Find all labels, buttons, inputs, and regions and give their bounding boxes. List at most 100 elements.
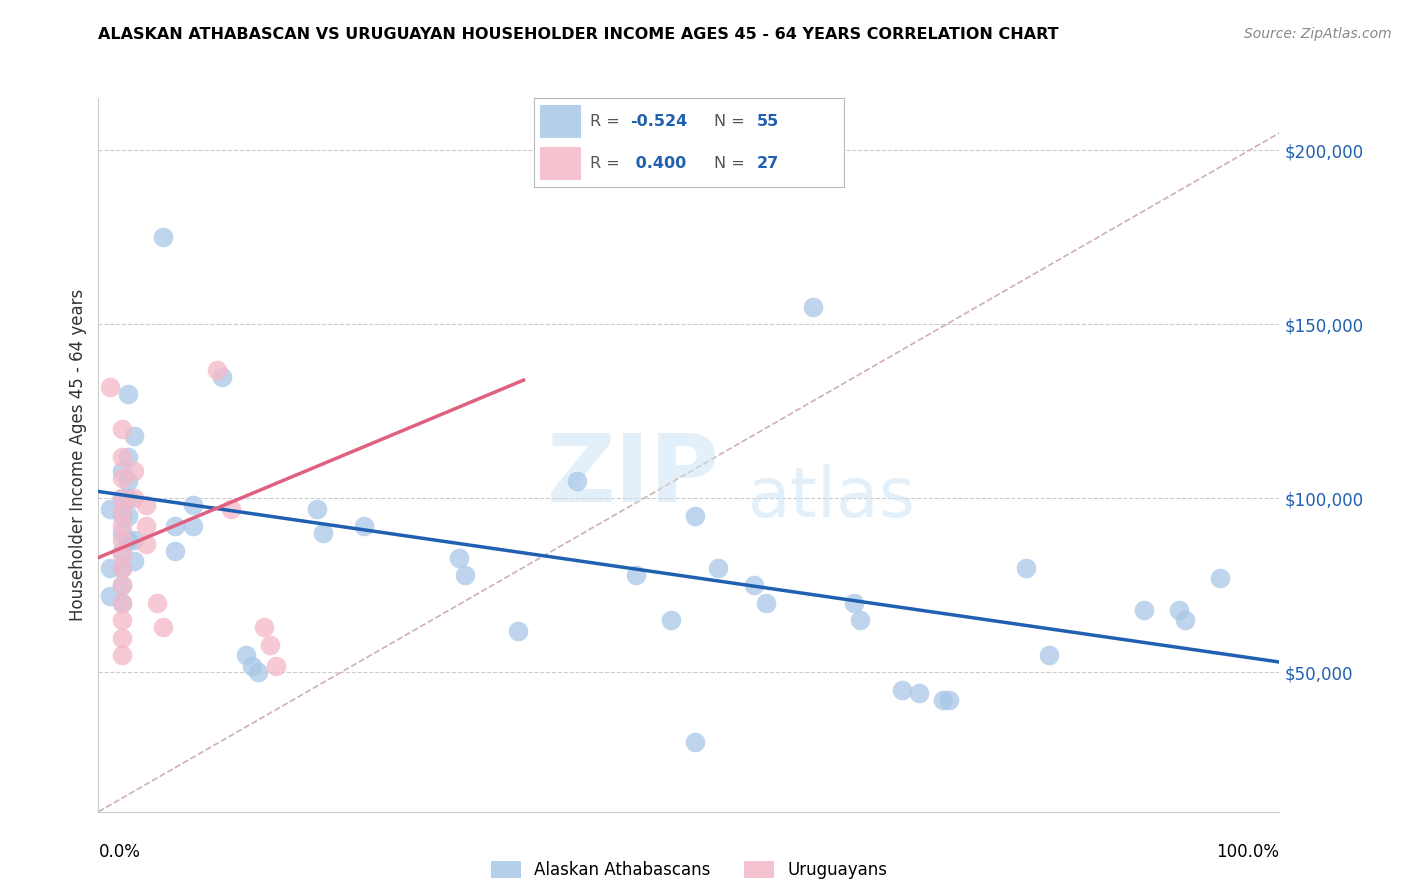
- Point: [165, 543, 187, 558]
- Point: [135, 519, 157, 533]
- Point: [152, 230, 174, 244]
- Point: [111, 613, 134, 627]
- Point: [181, 519, 204, 533]
- Point: [152, 620, 174, 634]
- Point: [624, 568, 647, 582]
- Text: ZIP: ZIP: [547, 430, 720, 523]
- Point: [111, 450, 134, 464]
- Y-axis label: Householder Income Ages 45 - 64 years: Householder Income Ages 45 - 64 years: [69, 289, 87, 621]
- Point: [111, 505, 134, 519]
- Point: [211, 369, 233, 384]
- Point: [117, 508, 139, 523]
- Text: 0.0%: 0.0%: [98, 843, 141, 861]
- Point: [264, 658, 287, 673]
- Point: [181, 499, 204, 513]
- Point: [1132, 603, 1154, 617]
- Point: [849, 613, 872, 627]
- Point: [683, 508, 706, 523]
- Point: [844, 596, 866, 610]
- Point: [122, 554, 145, 568]
- Text: ALASKAN ATHABASCAN VS URUGUAYAN HOUSEHOLDER INCOME AGES 45 - 64 YEARS CORRELATIO: ALASKAN ATHABASCAN VS URUGUAYAN HOUSEHOL…: [98, 27, 1059, 42]
- Point: [111, 422, 134, 436]
- Point: [165, 519, 187, 533]
- Point: [932, 693, 955, 707]
- Text: 55: 55: [756, 114, 779, 129]
- Text: 100.0%: 100.0%: [1216, 843, 1279, 861]
- Point: [219, 501, 242, 516]
- Point: [111, 543, 134, 558]
- Text: R =: R =: [591, 114, 624, 129]
- Point: [111, 491, 134, 506]
- Legend: Alaskan Athabascans, Uruguayans: Alaskan Athabascans, Uruguayans: [484, 854, 894, 886]
- Point: [135, 499, 157, 513]
- Point: [235, 648, 257, 662]
- Point: [111, 561, 134, 575]
- Point: [111, 533, 134, 548]
- Point: [117, 491, 139, 506]
- Point: [146, 596, 169, 610]
- Point: [205, 362, 228, 376]
- Text: Source: ZipAtlas.com: Source: ZipAtlas.com: [1244, 27, 1392, 41]
- Point: [453, 568, 475, 582]
- Point: [1174, 613, 1197, 627]
- Point: [111, 631, 134, 645]
- Point: [447, 550, 470, 565]
- Text: atlas: atlas: [748, 464, 915, 532]
- Point: [117, 387, 139, 401]
- Point: [111, 648, 134, 662]
- Point: [240, 658, 263, 673]
- Point: [111, 464, 134, 478]
- Point: [98, 561, 121, 575]
- Point: [801, 300, 824, 314]
- Point: [246, 665, 269, 680]
- Point: [305, 501, 328, 516]
- Point: [111, 508, 134, 523]
- Text: R =: R =: [591, 156, 624, 171]
- Point: [938, 693, 960, 707]
- Text: N =: N =: [714, 156, 749, 171]
- Point: [1209, 572, 1232, 586]
- Point: [683, 735, 706, 749]
- Point: [111, 526, 134, 541]
- Point: [98, 501, 121, 516]
- Point: [117, 450, 139, 464]
- Point: [659, 613, 682, 627]
- FancyBboxPatch shape: [540, 147, 581, 180]
- Point: [755, 596, 778, 610]
- Point: [908, 686, 931, 700]
- Point: [565, 474, 588, 488]
- Point: [122, 464, 145, 478]
- Point: [98, 589, 121, 603]
- FancyBboxPatch shape: [540, 105, 581, 138]
- Point: [122, 533, 145, 548]
- Point: [122, 491, 145, 506]
- Point: [1038, 648, 1060, 662]
- Point: [111, 578, 134, 592]
- Point: [111, 596, 134, 610]
- Point: [506, 624, 529, 638]
- Point: [135, 537, 157, 551]
- Text: N =: N =: [714, 114, 749, 129]
- Point: [117, 474, 139, 488]
- Point: [111, 596, 134, 610]
- Point: [111, 470, 134, 484]
- Point: [1014, 561, 1036, 575]
- Point: [312, 526, 335, 541]
- Text: -0.524: -0.524: [630, 114, 688, 129]
- Point: [890, 682, 912, 697]
- Point: [117, 533, 139, 548]
- Point: [742, 578, 765, 592]
- Point: [111, 491, 134, 506]
- Point: [1168, 603, 1191, 617]
- Text: 0.400: 0.400: [630, 156, 686, 171]
- Point: [253, 620, 276, 634]
- Point: [353, 519, 375, 533]
- Point: [259, 638, 281, 652]
- Point: [111, 519, 134, 533]
- Text: 27: 27: [756, 156, 779, 171]
- Point: [111, 547, 134, 561]
- Point: [122, 429, 145, 443]
- Point: [111, 578, 134, 592]
- Point: [707, 561, 730, 575]
- Point: [98, 380, 121, 394]
